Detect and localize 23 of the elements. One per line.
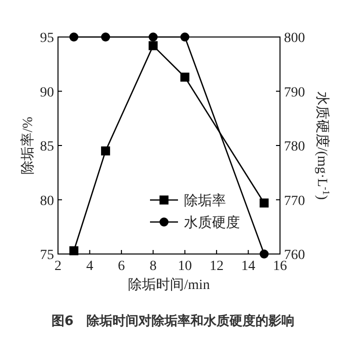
y2-tick-label: 790 bbox=[284, 85, 305, 100]
legend-label: 除垢率 bbox=[184, 193, 226, 209]
y2-tick-label: 760 bbox=[284, 248, 305, 263]
x-tick-label: 10 bbox=[178, 259, 192, 274]
legend-label: 水质硬度 bbox=[184, 215, 240, 231]
y-tick-label: 85 bbox=[40, 140, 54, 154]
x-tick-label: 8 bbox=[150, 259, 157, 274]
y-tick-label: 80 bbox=[40, 194, 54, 209]
x-tick-label: 2 bbox=[54, 259, 62, 274]
x-tick-label: 16 bbox=[273, 259, 287, 274]
y-tick-label: 75 bbox=[40, 248, 54, 263]
y2-tick-label: 770 bbox=[284, 194, 305, 209]
y2-tick-label: 780 bbox=[284, 140, 305, 154]
x-tick-label: 14 bbox=[241, 259, 256, 274]
y-tick-label: 90 bbox=[40, 85, 54, 100]
x-tick-label: 12 bbox=[210, 259, 224, 274]
x-tick-label: 6 bbox=[118, 259, 125, 274]
x-axis-title: 除垢时间/min bbox=[128, 277, 210, 293]
x-tick-label: 4 bbox=[86, 259, 94, 274]
y-axis-title: 除垢率/% bbox=[20, 116, 36, 174]
y2-tick-label: 800 bbox=[284, 31, 305, 46]
y-tick-label: 95 bbox=[40, 31, 54, 46]
text: 图6 除垢时间对除垢率和水质硬度的影响 bbox=[51, 313, 295, 329]
